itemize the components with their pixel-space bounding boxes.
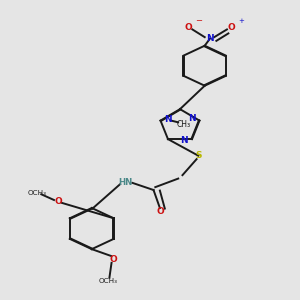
Text: N: N — [164, 115, 172, 124]
Text: +: + — [238, 18, 244, 24]
Text: HN: HN — [118, 178, 132, 188]
Text: S: S — [195, 151, 202, 160]
Text: O: O — [54, 197, 62, 206]
Text: N: N — [181, 136, 188, 145]
Text: O: O — [157, 207, 164, 216]
Text: OCH₃: OCH₃ — [28, 190, 46, 196]
Text: N: N — [188, 114, 196, 123]
Text: O: O — [185, 22, 193, 32]
Text: N: N — [206, 34, 214, 43]
Text: O: O — [227, 22, 235, 32]
Text: −: − — [195, 16, 202, 26]
Text: O: O — [109, 255, 117, 264]
Text: CH₃: CH₃ — [176, 119, 190, 128]
Text: OCH₃: OCH₃ — [98, 278, 117, 284]
